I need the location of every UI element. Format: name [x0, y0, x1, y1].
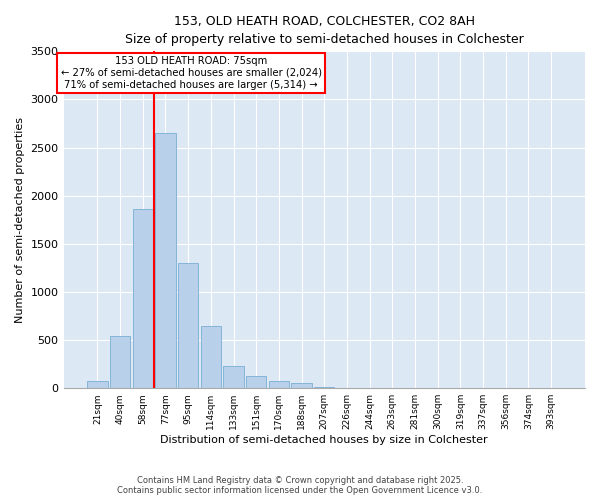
Title: 153, OLD HEATH ROAD, COLCHESTER, CO2 8AH
Size of property relative to semi-detac: 153, OLD HEATH ROAD, COLCHESTER, CO2 8AH…: [125, 15, 524, 46]
Y-axis label: Number of semi-detached properties: Number of semi-detached properties: [15, 117, 25, 323]
Bar: [314, 387, 334, 388]
Text: Contains HM Land Registry data © Crown copyright and database right 2025.
Contai: Contains HM Land Registry data © Crown c…: [118, 476, 482, 495]
Bar: [200, 326, 221, 388]
Bar: [223, 366, 244, 388]
Text: 153 OLD HEATH ROAD: 75sqm
← 27% of semi-detached houses are smaller (2,024)
71% : 153 OLD HEATH ROAD: 75sqm ← 27% of semi-…: [61, 56, 322, 90]
Bar: [87, 382, 107, 388]
Bar: [246, 376, 266, 388]
Bar: [178, 263, 199, 388]
Bar: [155, 133, 176, 388]
Bar: [292, 383, 312, 388]
Bar: [133, 209, 153, 388]
Bar: [110, 336, 130, 388]
X-axis label: Distribution of semi-detached houses by size in Colchester: Distribution of semi-detached houses by …: [160, 435, 488, 445]
Bar: [269, 380, 289, 388]
